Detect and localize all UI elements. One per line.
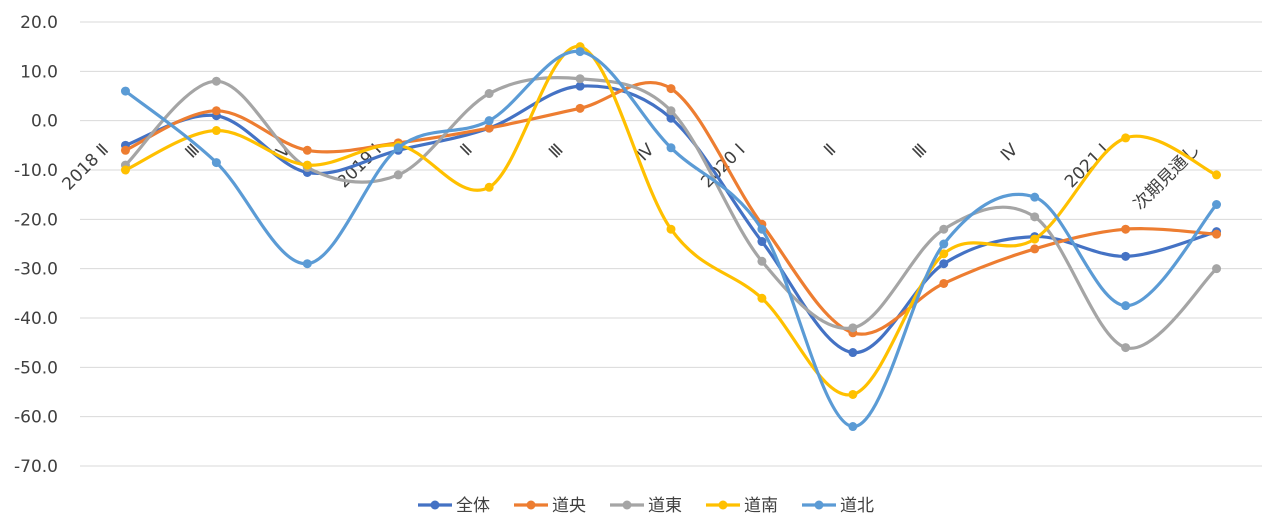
legend-swatch-marker bbox=[622, 500, 632, 510]
data-point bbox=[1212, 264, 1222, 274]
data-point bbox=[484, 182, 494, 192]
data-point bbox=[1030, 212, 1040, 222]
y-tick-label: -50.0 bbox=[14, 358, 58, 378]
legend-label: 道南 bbox=[744, 496, 778, 515]
data-point bbox=[939, 259, 949, 269]
legend-label: 道央 bbox=[552, 496, 586, 515]
y-tick-label: 10.0 bbox=[20, 62, 58, 82]
y-tick-label: -10.0 bbox=[14, 161, 58, 181]
data-point bbox=[848, 348, 858, 358]
data-point bbox=[1030, 244, 1040, 254]
data-point bbox=[211, 126, 221, 136]
y-tick-label: 20.0 bbox=[20, 13, 58, 33]
data-point bbox=[120, 145, 130, 155]
x-tick-label: Ⅲ bbox=[909, 140, 931, 162]
series-line bbox=[123, 45, 1219, 397]
data-point bbox=[393, 143, 403, 153]
series-4 bbox=[120, 42, 1222, 399]
y-tick-label: -70.0 bbox=[14, 457, 58, 477]
y-tick-label: -20.0 bbox=[14, 210, 58, 230]
y-tick-label: -60.0 bbox=[14, 408, 58, 428]
x-tick-label: 次期見通し bbox=[1130, 140, 1204, 214]
legend-label: 道北 bbox=[840, 496, 874, 515]
data-point bbox=[666, 113, 676, 123]
data-point bbox=[211, 106, 221, 116]
legend-item: 道東 bbox=[610, 496, 682, 515]
data-point bbox=[1212, 170, 1222, 180]
data-point bbox=[757, 237, 767, 247]
x-tick-label: Ⅲ bbox=[545, 140, 567, 162]
data-point bbox=[757, 256, 767, 266]
x-tick-label: 2021 Ⅰ bbox=[1061, 140, 1113, 192]
data-point bbox=[757, 224, 767, 234]
data-point bbox=[1121, 133, 1131, 143]
legend-label: 全体 bbox=[456, 496, 490, 515]
data-point bbox=[302, 145, 312, 155]
y-tick-label: -30.0 bbox=[14, 260, 58, 280]
data-point bbox=[1121, 301, 1131, 311]
data-point bbox=[939, 239, 949, 249]
data-point bbox=[757, 293, 767, 303]
data-point bbox=[939, 278, 949, 288]
x-tick-label: 2018 Ⅱ bbox=[59, 140, 113, 194]
y-axis-tick-labels: 20.0 10.0 0.0 -10.0 -20.0 -30.0 -40.0 -50.0 -60.… bbox=[14, 13, 58, 477]
x-tick-label: Ⅱ bbox=[457, 140, 477, 160]
data-point bbox=[484, 116, 494, 126]
data-point bbox=[484, 123, 494, 133]
data-point bbox=[848, 389, 858, 399]
x-tick-label: Ⅱ bbox=[820, 140, 840, 160]
data-point bbox=[1030, 234, 1040, 244]
data-point bbox=[1212, 229, 1222, 239]
data-point bbox=[484, 89, 494, 99]
data-point bbox=[939, 224, 949, 234]
data-point bbox=[1121, 251, 1131, 261]
series-2 bbox=[120, 81, 1222, 338]
series-5 bbox=[120, 47, 1222, 432]
legend: 全体 道央 道東 道南 道北 bbox=[418, 496, 874, 515]
data-point bbox=[1121, 224, 1131, 234]
legend-swatch-marker bbox=[526, 500, 536, 510]
data-point bbox=[211, 158, 221, 168]
data-point bbox=[848, 422, 858, 432]
legend-swatch-marker bbox=[814, 500, 824, 510]
series-lines bbox=[120, 42, 1222, 432]
data-point bbox=[666, 224, 676, 234]
data-point bbox=[120, 165, 130, 175]
legend-swatch-marker bbox=[718, 500, 728, 510]
data-point bbox=[575, 81, 585, 91]
legend-item: 道北 bbox=[802, 496, 874, 515]
x-tick-label: Ⅳ bbox=[997, 140, 1022, 165]
y-tick-label: 0.0 bbox=[31, 112, 58, 132]
data-point bbox=[575, 74, 585, 84]
data-point bbox=[302, 160, 312, 170]
data-point bbox=[575, 103, 585, 113]
data-point bbox=[848, 323, 858, 333]
data-point bbox=[302, 259, 312, 269]
data-point bbox=[666, 143, 676, 153]
legend-item: 全体 bbox=[418, 496, 490, 515]
gridlines bbox=[80, 21, 1262, 467]
legend-swatch-marker bbox=[430, 500, 440, 510]
data-point bbox=[393, 170, 403, 180]
data-point bbox=[939, 249, 949, 259]
data-point bbox=[1121, 343, 1131, 353]
legend-item: 道央 bbox=[514, 496, 586, 515]
data-point bbox=[666, 106, 676, 116]
legend-label: 道東 bbox=[648, 496, 682, 515]
y-tick-label: -40.0 bbox=[14, 309, 58, 329]
legend-item: 道南 bbox=[706, 496, 778, 515]
data-point bbox=[120, 86, 130, 96]
data-point bbox=[575, 47, 585, 57]
data-point bbox=[666, 84, 676, 94]
data-point bbox=[1030, 192, 1040, 202]
data-point bbox=[211, 76, 221, 86]
data-point bbox=[1212, 200, 1222, 210]
